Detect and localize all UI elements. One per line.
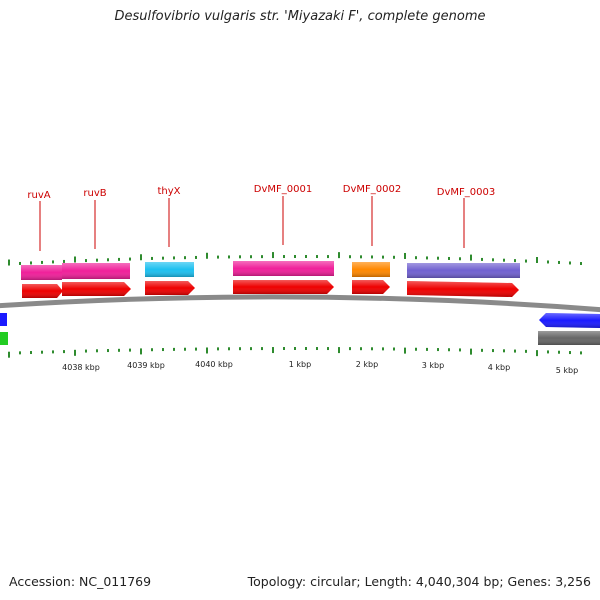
position-label-4039kbp: 4039 kbp bbox=[127, 361, 165, 370]
position-label-5kbp: 5 kbp bbox=[556, 366, 578, 375]
position-label-4038kbp: 4038 kbp bbox=[62, 363, 100, 372]
position-label-4kbp: 4 kbp bbox=[488, 363, 510, 372]
accession-text: Accession: NC_011769 bbox=[9, 574, 152, 589]
gene-label-ruvA: ruvA bbox=[27, 190, 50, 201]
tick-marks-top bbox=[8, 252, 582, 266]
map-title: Desulfovibrio vulgaris str. 'Miyazaki F'… bbox=[114, 9, 486, 24]
gene-label-DvMF_0002: DvMF_0002 bbox=[343, 184, 401, 195]
feature-bar-thyX[interactable] bbox=[145, 262, 194, 277]
gene-label-DvMF_0003: DvMF_0003 bbox=[437, 187, 495, 198]
gene-label-DvMF_0001: DvMF_0001 bbox=[254, 184, 312, 195]
gene-label-ruvB: ruvB bbox=[83, 188, 106, 199]
partial-gene-blue-right[interactable] bbox=[539, 313, 600, 328]
genome-summary-text: Topology: circular; Length: 4,040,304 bp… bbox=[247, 574, 591, 589]
gene-label-thyX: thyX bbox=[157, 186, 180, 197]
position-label-4040kbp: 4040 kbp bbox=[195, 360, 233, 369]
partial-gene-gray-right[interactable] bbox=[538, 331, 600, 345]
tick-marks-bottom bbox=[8, 347, 582, 358]
feature-bar-DvMF_0001[interactable] bbox=[233, 261, 334, 276]
position-label-2kbp: 2 kbp bbox=[356, 360, 378, 369]
feature-bar-DvMF_0003[interactable] bbox=[407, 263, 520, 278]
cds-arrow-DvMF_0002[interactable] bbox=[352, 280, 390, 294]
feature-bar-ruvB[interactable] bbox=[62, 263, 130, 279]
genome-backbone bbox=[0, 294, 600, 313]
feature-bar-DvMF_0002[interactable] bbox=[352, 262, 390, 277]
cds-arrow-ruvB[interactable] bbox=[62, 282, 131, 296]
partial-gene-green-left[interactable] bbox=[0, 332, 8, 345]
partial-gene-blue-left[interactable] bbox=[0, 313, 7, 326]
cds-arrow-DvMF_0003[interactable] bbox=[407, 281, 519, 297]
position-label-1kbp: 1 kbp bbox=[289, 360, 311, 369]
feature-bar-ruvA[interactable] bbox=[21, 265, 62, 280]
cds-arrow-DvMF_0001[interactable] bbox=[233, 280, 334, 294]
cds-arrow-thyX[interactable] bbox=[145, 281, 195, 295]
cds-arrow-ruvA[interactable] bbox=[22, 284, 63, 298]
position-label-3kbp: 3 kbp bbox=[422, 361, 444, 370]
